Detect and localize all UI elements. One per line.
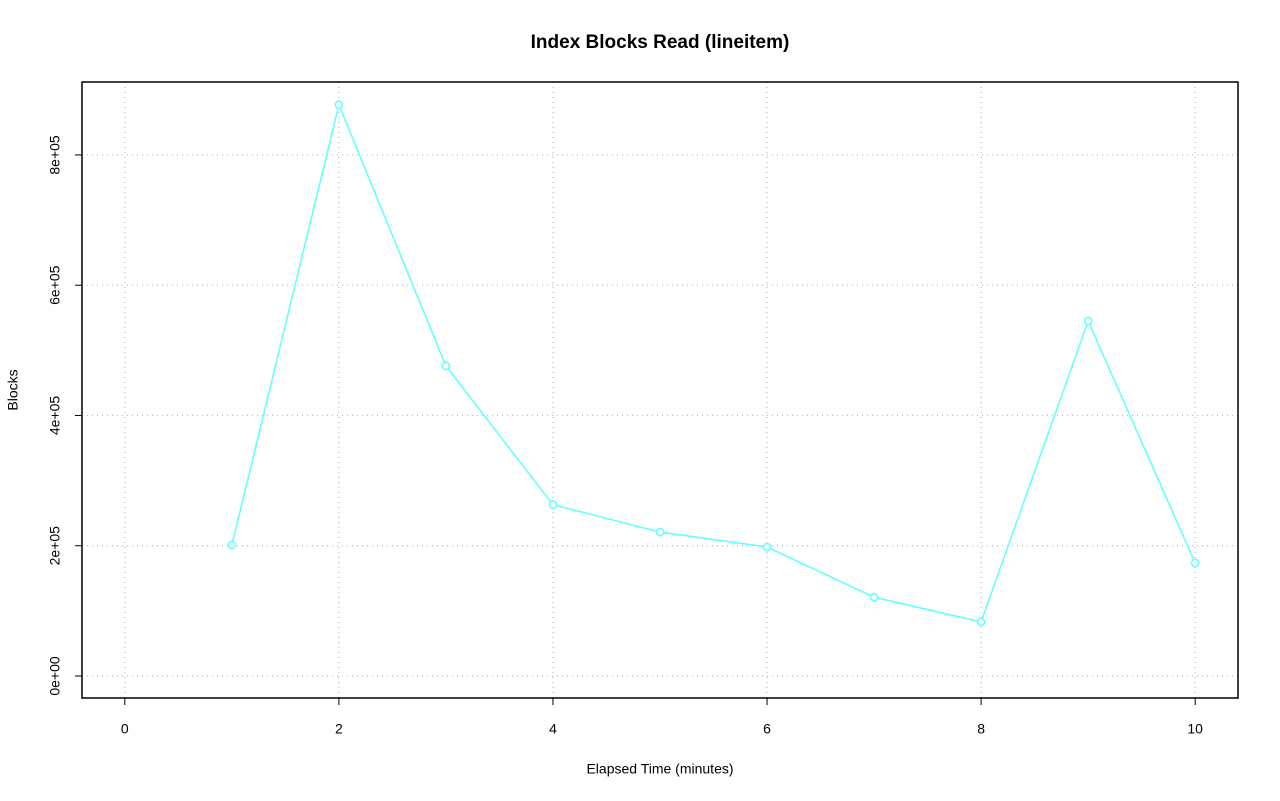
data-point [762, 542, 772, 552]
x-tick-label: 0 [121, 721, 129, 737]
x-tick-label: 2 [335, 721, 343, 737]
data-point [655, 527, 665, 537]
y-tick-label: 2e+05 [47, 526, 63, 566]
series-line [231, 102, 1196, 623]
x-tick-label: 10 [1187, 721, 1203, 737]
data-point [1190, 558, 1200, 568]
data-point [334, 100, 344, 110]
data-point [548, 500, 558, 510]
x-tick-label: 6 [763, 721, 771, 737]
data-point [441, 361, 451, 371]
y-tick-label: 8e+05 [47, 135, 63, 175]
data-point [1083, 316, 1093, 326]
data-point [869, 592, 879, 602]
y-tick-label: 4e+05 [47, 396, 63, 436]
plot-frame [81, 81, 1239, 699]
y-tick-label: 0e+00 [47, 656, 63, 696]
x-tick-label: 4 [549, 721, 557, 737]
chart-title: Index Blocks Read (lineitem) [531, 32, 790, 53]
data-point [227, 540, 237, 550]
data-point [976, 617, 986, 627]
y-tick-label: 6e+05 [47, 265, 63, 305]
y-axis-label: Blocks [5, 369, 21, 410]
x-axis-label: Elapsed Time (minutes) [586, 761, 733, 777]
x-tick-label: 8 [977, 721, 985, 737]
